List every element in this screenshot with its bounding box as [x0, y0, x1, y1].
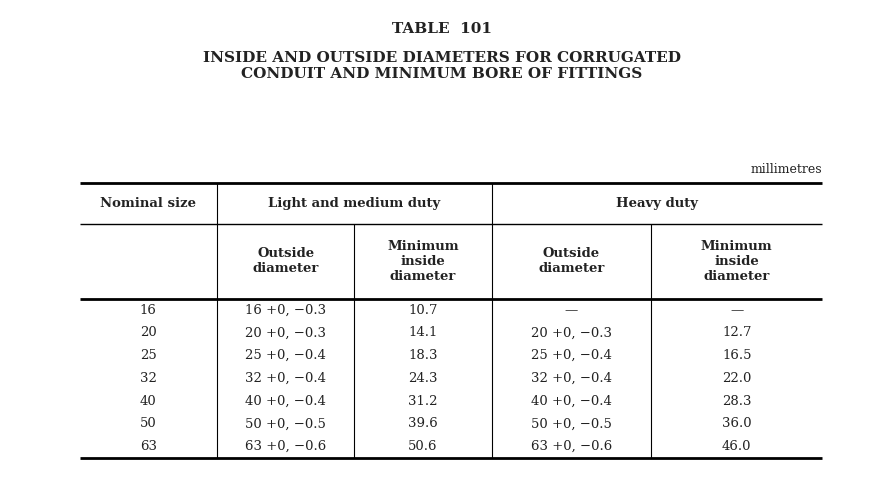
Text: 10.7: 10.7 — [408, 304, 438, 317]
Text: Nominal size: Nominal size — [100, 197, 196, 210]
Text: Heavy duty: Heavy duty — [616, 197, 697, 210]
Text: 14.1: 14.1 — [408, 326, 438, 339]
Text: 12.7: 12.7 — [722, 326, 751, 339]
Text: 32: 32 — [140, 372, 156, 385]
Text: 25: 25 — [140, 349, 156, 362]
Text: Light and medium duty: Light and medium duty — [268, 197, 440, 210]
Text: 40: 40 — [140, 395, 156, 408]
Text: 50 +0, −0.5: 50 +0, −0.5 — [245, 417, 326, 430]
Text: 40 +0, −0.4: 40 +0, −0.4 — [531, 395, 612, 408]
Text: 20 +0, −0.3: 20 +0, −0.3 — [531, 326, 612, 339]
Text: Outside
diameter: Outside diameter — [253, 247, 319, 276]
Text: Minimum
inside
diameter: Minimum inside diameter — [701, 240, 773, 283]
Text: 22.0: 22.0 — [722, 372, 751, 385]
Text: —: — — [730, 304, 743, 317]
Text: 63: 63 — [140, 440, 156, 453]
Text: 50 +0, −0.5: 50 +0, −0.5 — [531, 417, 612, 430]
Text: 24.3: 24.3 — [408, 372, 438, 385]
Text: 50: 50 — [140, 417, 156, 430]
Text: 18.3: 18.3 — [408, 349, 438, 362]
Text: 16 +0, −0.3: 16 +0, −0.3 — [245, 304, 326, 317]
Text: Outside
diameter: Outside diameter — [538, 247, 605, 276]
Text: 46.0: 46.0 — [722, 440, 751, 453]
Text: 25 +0, −0.4: 25 +0, −0.4 — [531, 349, 612, 362]
Text: TABLE  101: TABLE 101 — [392, 22, 492, 36]
Text: 32 +0, −0.4: 32 +0, −0.4 — [531, 372, 612, 385]
Text: 31.2: 31.2 — [408, 395, 438, 408]
Text: 50.6: 50.6 — [408, 440, 438, 453]
Text: 40 +0, −0.4: 40 +0, −0.4 — [245, 395, 326, 408]
Text: 32 +0, −0.4: 32 +0, −0.4 — [245, 372, 326, 385]
Text: Minimum
inside
diameter: Minimum inside diameter — [387, 240, 459, 283]
Text: —: — — [565, 304, 578, 317]
Text: 63 +0, −0.6: 63 +0, −0.6 — [245, 440, 326, 453]
Text: 16.5: 16.5 — [722, 349, 751, 362]
Text: 36.0: 36.0 — [722, 417, 751, 430]
Text: 39.6: 39.6 — [408, 417, 438, 430]
Text: 63 +0, −0.6: 63 +0, −0.6 — [531, 440, 612, 453]
Text: 20: 20 — [140, 326, 156, 339]
Text: 20 +0, −0.3: 20 +0, −0.3 — [245, 326, 326, 339]
Text: millimetres: millimetres — [751, 163, 822, 176]
Text: 28.3: 28.3 — [722, 395, 751, 408]
Text: 16: 16 — [140, 304, 156, 317]
Text: INSIDE AND OUTSIDE DIAMETERS FOR CORRUGATED
CONDUIT AND MINIMUM BORE OF FITTINGS: INSIDE AND OUTSIDE DIAMETERS FOR CORRUGA… — [203, 51, 681, 81]
Text: 25 +0, −0.4: 25 +0, −0.4 — [245, 349, 326, 362]
